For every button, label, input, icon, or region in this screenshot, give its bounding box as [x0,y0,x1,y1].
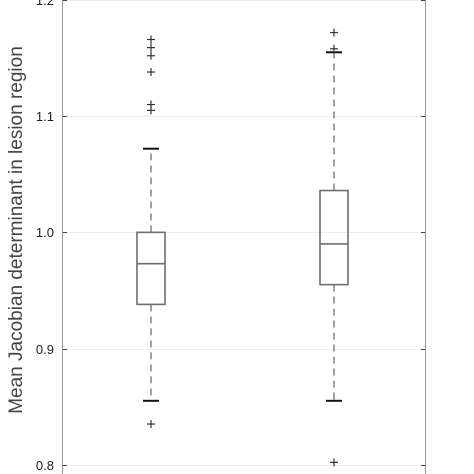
y-tick-label: 1.0 [36,225,54,240]
y-tick-label: 1.2 [36,0,54,8]
grid-lines [62,0,426,466]
y-axis-label: Mean Jacobian determinant in lesion regi… [6,46,27,414]
outlier-point [147,51,155,60]
outlier-point [147,100,155,109]
tick-labels: 0.8 0.9 1.0 1.1 1.2 [36,0,54,473]
outlier-point [330,458,338,467]
boxes [136,28,349,467]
outlier-point [147,35,155,44]
box-group [136,35,166,429]
outlier-point [147,43,155,52]
box-iqr [136,231,166,306]
outlier-point [147,68,155,77]
box-iqr [319,189,349,286]
axes [62,0,426,474]
outlier-point [147,420,155,429]
y-tick-label: 0.8 [36,458,54,473]
y-tick-label: 1.1 [36,109,54,124]
box-group [319,28,349,467]
outlier-point [330,28,338,37]
y-tick-label: 0.9 [36,342,54,357]
outlier-point [330,44,338,53]
